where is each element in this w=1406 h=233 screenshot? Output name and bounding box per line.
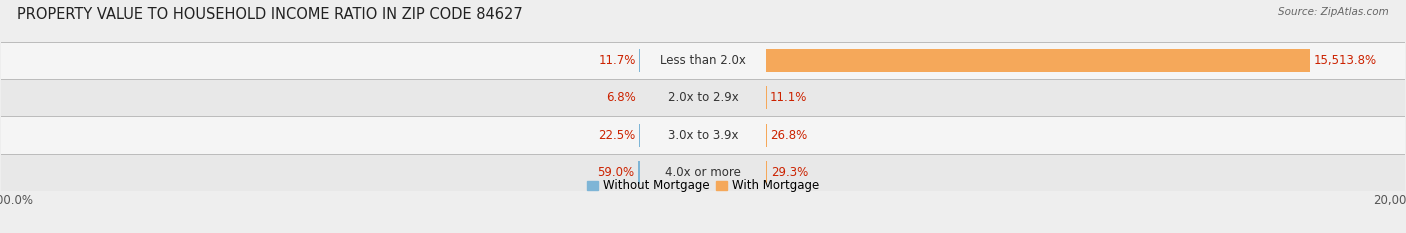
Text: 11.1%: 11.1% [770,91,807,104]
Bar [1,79,1405,116]
Text: 2.0x to 2.9x: 2.0x to 2.9x [668,91,738,104]
Text: Source: ZipAtlas.com: Source: ZipAtlas.com [1278,7,1389,17]
Text: 3.0x to 3.9x: 3.0x to 3.9x [668,129,738,142]
Text: 4.0x or more: 4.0x or more [665,166,741,179]
Bar [1,42,1405,79]
Text: 59.0%: 59.0% [598,166,634,179]
Text: 29.3%: 29.3% [770,166,808,179]
Text: 6.8%: 6.8% [606,91,636,104]
Bar [1,116,1405,154]
Text: 11.7%: 11.7% [599,54,636,67]
Text: 22.5%: 22.5% [599,129,636,142]
Text: PROPERTY VALUE TO HOUSEHOLD INCOME RATIO IN ZIP CODE 84627: PROPERTY VALUE TO HOUSEHOLD INCOME RATIO… [17,7,523,22]
Bar [638,161,640,184]
Text: Less than 2.0x: Less than 2.0x [659,54,747,67]
Bar [1,154,1405,191]
Legend: Without Mortgage, With Mortgage: Without Mortgage, With Mortgage [582,175,824,197]
Text: 26.8%: 26.8% [770,129,808,142]
Text: 15,513.8%: 15,513.8% [1313,54,1376,67]
Bar [766,49,1310,72]
